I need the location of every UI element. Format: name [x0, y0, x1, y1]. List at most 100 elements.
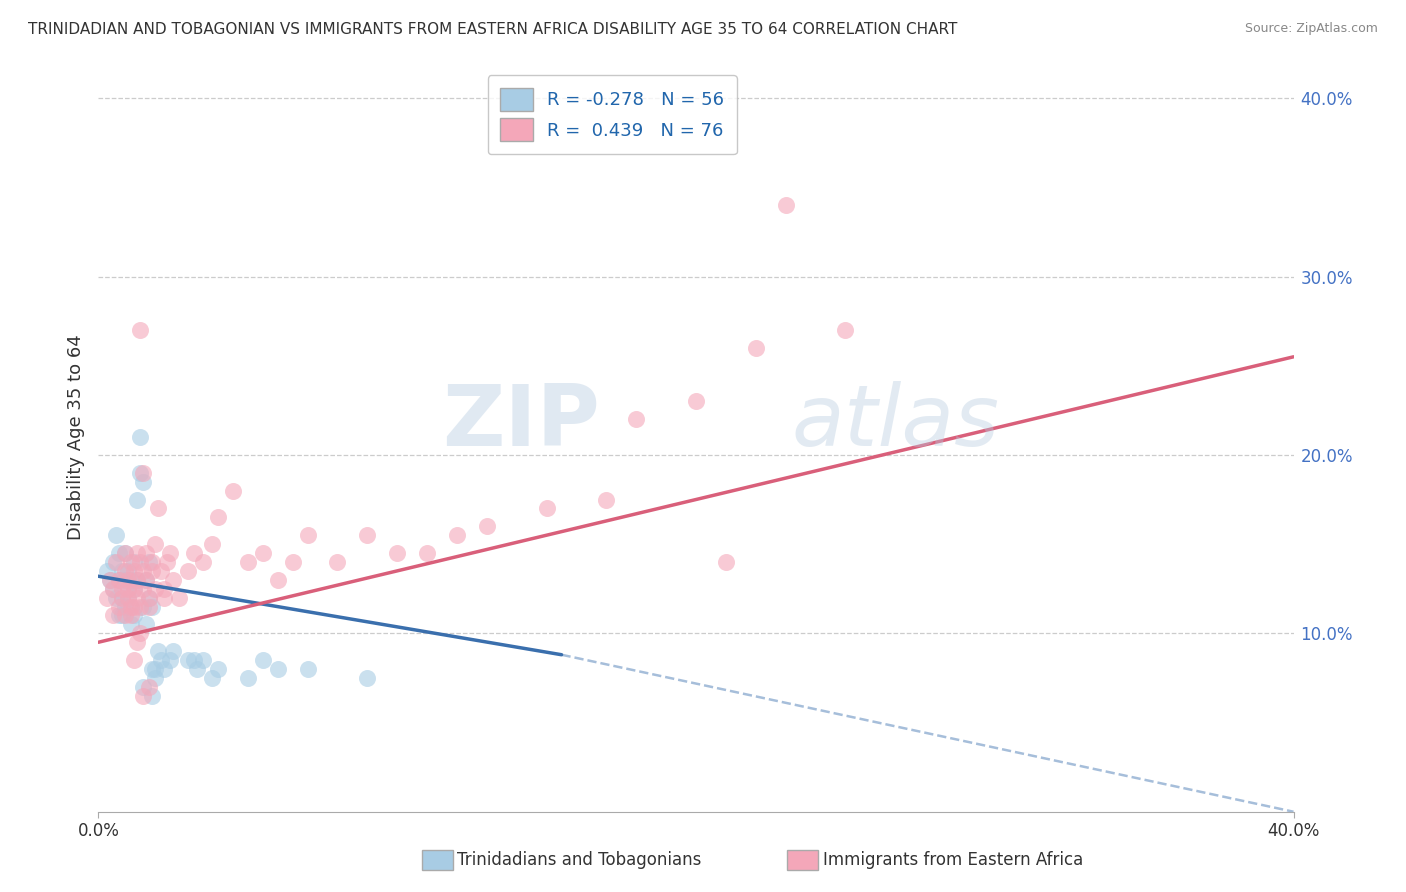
Point: [127, 573, 149, 587]
Point: [111, 582, 134, 596]
Point: [105, 528, 128, 542]
Point: [103, 555, 125, 569]
Point: [117, 564, 139, 578]
Point: [129, 430, 152, 444]
Point: [135, 573, 157, 587]
Point: [141, 689, 163, 703]
Point: [138, 599, 160, 614]
Point: [141, 662, 163, 676]
Point: [143, 582, 166, 596]
Point: [207, 510, 229, 524]
Point: [162, 644, 184, 658]
Point: [162, 573, 184, 587]
Point: [124, 599, 146, 614]
Point: [114, 564, 136, 578]
Point: [129, 599, 152, 614]
Point: [148, 501, 170, 516]
Point: [267, 662, 290, 676]
Point: [297, 528, 319, 542]
Text: atlas: atlas: [792, 381, 1000, 464]
Point: [297, 662, 319, 676]
Point: [132, 689, 155, 703]
Point: [595, 492, 617, 507]
Point: [129, 323, 152, 337]
Point: [135, 573, 157, 587]
Point: [120, 599, 142, 614]
Point: [132, 475, 155, 489]
Point: [114, 546, 136, 560]
Point: [124, 582, 146, 596]
Legend: R = -0.278   N = 56, R =  0.439   N = 76: R = -0.278 N = 56, R = 0.439 N = 76: [488, 75, 737, 154]
Point: [129, 626, 152, 640]
Point: [356, 671, 378, 685]
Point: [108, 573, 131, 587]
Point: [201, 671, 224, 685]
Point: [159, 653, 181, 667]
Point: [117, 573, 139, 587]
Point: [153, 582, 176, 596]
Point: [127, 492, 149, 507]
Point: [135, 617, 157, 632]
Text: TRINIDADIAN AND TOBAGONIAN VS IMMIGRANTS FROM EASTERN AFRICA DISABILITY AGE 35 T: TRINIDADIAN AND TOBAGONIAN VS IMMIGRANTS…: [28, 22, 957, 37]
Point: [127, 635, 149, 649]
Point: [108, 546, 131, 560]
Point: [111, 564, 134, 578]
Point: [111, 591, 134, 605]
Text: Source: ZipAtlas.com: Source: ZipAtlas.com: [1244, 22, 1378, 36]
Point: [103, 582, 125, 596]
Point: [183, 653, 205, 667]
Point: [108, 573, 131, 587]
Point: [356, 528, 378, 542]
Point: [117, 582, 139, 596]
Point: [124, 653, 146, 667]
Point: [120, 617, 142, 632]
Point: [132, 466, 155, 480]
Point: [416, 546, 439, 560]
Point: [281, 555, 304, 569]
Point: [98, 573, 122, 587]
Point: [120, 555, 142, 569]
Point: [120, 608, 142, 623]
Point: [103, 582, 125, 596]
Point: [222, 483, 245, 498]
Point: [201, 537, 224, 551]
Point: [191, 555, 214, 569]
Point: [108, 599, 131, 614]
Point: [685, 394, 707, 409]
Point: [536, 501, 558, 516]
Point: [129, 466, 152, 480]
Point: [124, 608, 146, 623]
Point: [114, 573, 136, 587]
Point: [834, 323, 856, 337]
Point: [143, 671, 166, 685]
Point: [252, 653, 274, 667]
Point: [111, 608, 134, 623]
Point: [446, 528, 468, 542]
Point: [167, 591, 190, 605]
Point: [114, 599, 136, 614]
Point: [141, 599, 163, 614]
Point: [132, 582, 155, 596]
Point: [108, 608, 131, 623]
Point: [159, 546, 181, 560]
Point: [127, 591, 149, 605]
Point: [124, 555, 146, 569]
Point: [143, 537, 166, 551]
Point: [111, 591, 134, 605]
Point: [129, 555, 152, 569]
Point: [385, 546, 409, 560]
Point: [124, 564, 146, 578]
Point: [156, 555, 179, 569]
Point: [745, 341, 768, 355]
Point: [132, 564, 155, 578]
Point: [267, 573, 290, 587]
Point: [177, 653, 200, 667]
Point: [150, 564, 173, 578]
Point: [141, 564, 163, 578]
Point: [714, 555, 737, 569]
Point: [177, 564, 200, 578]
Point: [117, 591, 139, 605]
Point: [153, 591, 176, 605]
Point: [120, 599, 142, 614]
Point: [252, 546, 274, 560]
